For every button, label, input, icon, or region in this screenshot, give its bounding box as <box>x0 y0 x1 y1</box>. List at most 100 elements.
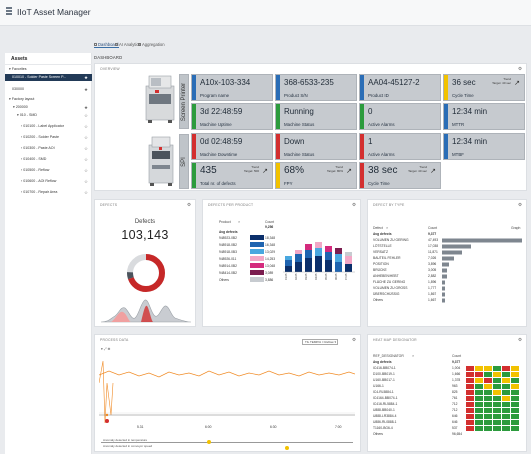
star-outline-icon[interactable]: ☆ <box>83 157 88 162</box>
designator-name[interactable]: T1160-BG6-4 <box>373 426 393 430</box>
kpi-total-defects[interactable]: 435 Total nr. of defects Trend Target: 500 ↗ <box>191 162 273 189</box>
defect-type-name[interactable]: FLÄCHE ZU GERING <box>373 280 406 284</box>
anomaly-marker-label[interactable]: Anomaly detected in conveyor speed <box>103 444 153 448</box>
tree-item[interactable]: › 010100 - Label Applicator ☆ <box>21 124 88 129</box>
designator-name[interactable]: IC416-RL5884-1 <box>373 402 398 406</box>
product-name[interactable]: 948923-0B2 <box>219 236 237 240</box>
star-outline-icon[interactable]: ☆ <box>83 124 88 129</box>
gear-icon[interactable]: ⚙ <box>517 66 522 71</box>
kpi-mttr[interactable]: 12:34 min MTTR <box>443 103 525 130</box>
star-outline-icon[interactable]: ☆ <box>83 168 88 173</box>
kpi-cycle-time[interactable]: 36 sec Cycle Time Trend Target: 40 sec ↗ <box>443 74 525 101</box>
tree-item[interactable]: › 010700 - Repair Area ☆ <box>21 190 88 195</box>
search-icon[interactable]: ⌕ <box>386 225 389 230</box>
heatmap-cells <box>466 366 519 431</box>
column-header-count[interactable]: Count <box>452 354 462 358</box>
favorites-heading[interactable]: ▾ Favorites <box>9 67 27 71</box>
designator-name[interactable]: Others <box>373 432 383 436</box>
kpi-cycle-time-spi[interactable]: 38 sec Cycle Time Trend Target: 40 sec ↗ <box>359 162 441 189</box>
tree-item[interactable]: › 010300 - Paste AOI ☆ <box>21 146 88 151</box>
star-outline-icon[interactable]: ☆ <box>83 135 88 140</box>
kpi-product-id[interactable]: AA04-45127-2 Product ID <box>359 74 441 101</box>
process-data-line-chart <box>99 360 355 424</box>
signal-select[interactable]: TIL TEMP/A = Reflow ▾ <box>302 339 338 345</box>
anomaly-marker-dot[interactable] <box>285 446 289 450</box>
defect-type-name[interactable]: BAUTEIL FEHLER <box>373 256 401 260</box>
anomaly-marker-dot[interactable] <box>207 440 211 444</box>
avg-defects-value: 9,377 <box>452 360 461 364</box>
designator-name[interactable]: U888-LR3884-4 <box>373 414 397 418</box>
tree-item[interactable]: › 010200 - Solder Paste ☆ <box>21 135 88 140</box>
defect-type-name[interactable]: VERSATZ <box>373 250 388 254</box>
gear-icon[interactable]: ⚙ <box>351 202 356 207</box>
kpi-active-alarms[interactable]: 0 Active Alarms <box>359 103 441 130</box>
chart-toolbar-icons[interactable]: ▾ ⤢ ⊕ <box>101 347 111 351</box>
kpi-machine-status[interactable]: Running Machine Status <box>275 103 357 130</box>
star-filled-icon[interactable]: ★ <box>83 87 88 92</box>
designator-name[interactable]: D100-BB019-1 <box>373 372 395 376</box>
kpi-machine-downtime[interactable]: 0d 02:48:59 Machine Downtime <box>191 133 273 160</box>
star-filled-icon[interactable]: ★ <box>83 75 88 80</box>
designator-name[interactable]: U888-BB040-1 <box>373 408 395 412</box>
product-name[interactable]: Others <box>219 278 229 282</box>
designator-name[interactable]: IC416-BB074-1 <box>373 366 396 370</box>
column-header-count[interactable]: Count <box>265 220 275 224</box>
trend-label: Trend <box>419 165 427 169</box>
factory-layout-heading[interactable]: ▾ Factory layout <box>9 97 35 101</box>
defect-type-count: 47,493 <box>428 238 439 242</box>
defect-type-name[interactable]: VOLUMEN ZU GERING <box>373 238 409 242</box>
target-label: Target: 500 <box>243 168 259 173</box>
product-name[interactable]: 948918-0B2 <box>219 243 237 247</box>
tab-ai-analytics[interactable]: AI Analytics <box>115 42 141 47</box>
star-outline-icon[interactable]: ☆ <box>83 179 88 184</box>
trend-up-icon: ↗ <box>262 168 268 175</box>
product-name[interactable]: 948414-0B2 <box>219 271 237 275</box>
star-outline-icon[interactable]: ☆ <box>83 146 88 151</box>
search-icon[interactable]: ⌕ <box>412 353 415 358</box>
gear-icon[interactable]: ⚙ <box>517 202 522 207</box>
defect-type-name[interactable]: BRÜCKE <box>373 268 387 272</box>
gear-icon[interactable]: ⚙ <box>517 337 522 342</box>
tree-item[interactable]: ▾ 200000 ★ <box>13 105 88 110</box>
anomaly-marker-label[interactable]: Anomaly detected in temperature <box>103 438 148 442</box>
column-header-product[interactable]: Product <box>219 220 231 224</box>
defect-type-name[interactable]: POSITION <box>373 262 389 266</box>
gear-icon[interactable]: ⚙ <box>186 202 191 207</box>
favorite-item-030000[interactable]: 030000 ★ <box>12 87 88 92</box>
defect-type-name[interactable]: ÜBERSCHÜSSIG <box>373 292 400 296</box>
kpi-mtbf[interactable]: 12:34 min MTBF <box>443 133 525 160</box>
tree-item[interactable]: › 010400 - SMD ☆ <box>21 157 88 162</box>
designator-name[interactable]: IC4164-BB074-1 <box>373 396 398 400</box>
kpi-active-alarms-spi[interactable]: 1 Active Alarms <box>359 133 441 160</box>
column-header-defect[interactable]: Defect <box>373 226 383 230</box>
defect-type-name[interactable]: ANHEBEN/HEBT <box>373 274 399 278</box>
kpi-fpy[interactable]: 68% FPY Trend Target: 80% ↗ <box>275 162 357 189</box>
designator-name[interactable]: U160-BB017-1 <box>373 378 395 382</box>
star-outline-icon[interactable]: ☆ <box>83 190 88 195</box>
kpi-product-sn[interactable]: 368-6533-235 Product S/N <box>275 74 357 101</box>
tree-item[interactable]: › 010500 - Reflow ☆ <box>21 168 88 173</box>
tree-item[interactable]: ▾ 010 - SMD ☆ <box>17 113 88 118</box>
product-name[interactable]: 948914-0B2 <box>219 264 237 268</box>
tab-dashboard[interactable]: Dashboard <box>94 42 119 48</box>
gear-icon[interactable]: ⚙ <box>351 337 356 342</box>
star-filled-icon[interactable]: ★ <box>83 105 88 110</box>
defect-type-name[interactable]: VOLUMEN ZU GROSS <box>373 286 408 290</box>
product-name[interactable]: 948918-0B3 <box>219 250 237 254</box>
column-header-ref-designator[interactable]: REF_DESIGNATOR <box>373 354 404 358</box>
designator-name[interactable]: U886-RL0888-1 <box>373 420 397 424</box>
kpi-machine-uptime[interactable]: 3d 22:48:59 Machine Uptime <box>191 103 273 130</box>
kpi-program-name[interactable]: A10x-103-334 Program name <box>191 74 273 101</box>
product-name[interactable]: 948926-011 <box>219 257 237 261</box>
defect-type-name[interactable]: Others <box>373 298 383 302</box>
designator-name[interactable]: U166-1 <box>373 384 384 388</box>
kpi-machine-status-spi[interactable]: Down Machine Status <box>275 133 357 160</box>
tab-aggregation[interactable]: Aggregation <box>138 42 165 47</box>
star-outline-icon[interactable]: ☆ <box>83 113 88 118</box>
column-header-count[interactable]: Count <box>428 226 438 230</box>
tree-item[interactable]: › 010600 - AOI Reflow ☆ <box>21 179 88 184</box>
designator-name[interactable]: IC4-RL5884-1 <box>373 390 394 394</box>
favorite-item-010010[interactable]: 010010 - Solder Paste Screen P... ★ <box>5 74 92 81</box>
defect-type-name[interactable]: LÖTSTELLE <box>373 244 392 248</box>
search-icon[interactable]: ⌕ <box>238 219 241 224</box>
